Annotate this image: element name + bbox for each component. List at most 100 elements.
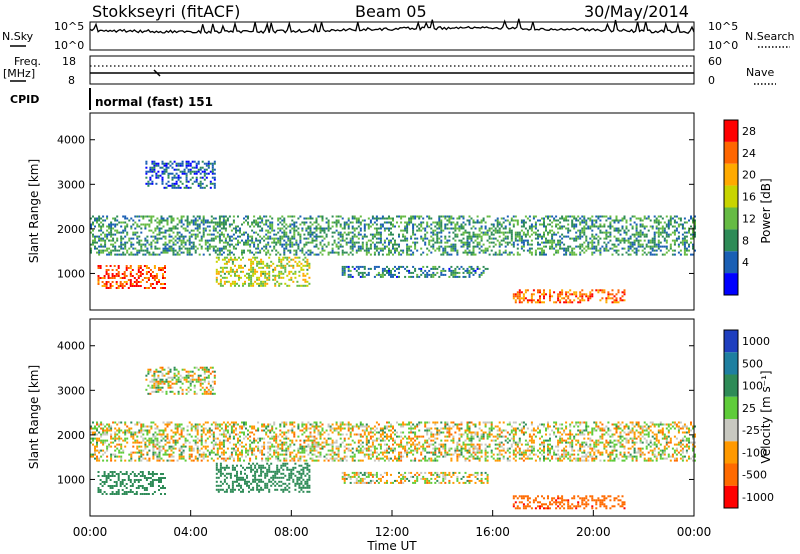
scatter-cell	[143, 493, 146, 495]
scatter-cell	[367, 227, 370, 230]
scatter-cell	[204, 433, 207, 436]
scatter-cell	[277, 241, 280, 244]
scatter-cell	[174, 431, 177, 434]
scatter-cell	[295, 439, 298, 442]
scatter-cell	[530, 295, 533, 298]
scatter-cell	[295, 241, 298, 244]
scatter-cell	[250, 280, 253, 283]
scatter-cell	[198, 239, 201, 242]
scatter-cell	[420, 253, 423, 256]
scatter-cell	[456, 249, 459, 252]
scatter-cell	[279, 221, 282, 224]
scatter-cell	[466, 219, 469, 222]
scatter-cell	[498, 229, 501, 232]
scatter-cell	[151, 483, 154, 485]
scatter-cell	[200, 221, 203, 224]
scatter-cell	[581, 243, 584, 246]
scatter-cell	[406, 269, 409, 272]
scatter-cell	[414, 243, 417, 246]
scatter-cell	[625, 239, 628, 242]
scatter-cell	[154, 253, 157, 256]
scatter-cell	[212, 217, 215, 220]
scatter-cell	[283, 247, 286, 250]
scatter-cell	[440, 241, 443, 244]
scatter-cell	[203, 168, 206, 171]
scatter-cell	[208, 221, 211, 224]
scatter-cell	[185, 174, 188, 177]
scatter-cell	[299, 223, 302, 226]
scatter-cell	[434, 225, 437, 228]
scatter-cell	[510, 235, 513, 238]
scatter-cell	[228, 245, 231, 248]
scatter-cell	[518, 239, 521, 242]
scatter-cell	[213, 178, 216, 181]
scatter-cell	[573, 253, 576, 256]
scatter-cell	[170, 221, 173, 224]
scatter-cell	[617, 243, 620, 246]
scatter-cell	[110, 249, 113, 252]
scatter-cell	[224, 215, 227, 218]
scatter-cell	[212, 431, 215, 434]
scatter-cell	[607, 225, 610, 228]
scatter-cell	[609, 227, 612, 230]
scatter-cell	[172, 439, 175, 442]
scatter-cell	[90, 441, 92, 444]
scatter-cell	[633, 247, 636, 250]
scatter-cell	[226, 431, 229, 434]
scatter-cell	[253, 245, 256, 248]
scatter-cell	[267, 451, 270, 454]
scatter-cell	[199, 176, 202, 179]
scatter-cell	[498, 227, 501, 230]
scatter-cell	[122, 451, 125, 454]
scatter-cell	[231, 270, 234, 273]
scatter-cell	[265, 229, 268, 232]
scatter-cell	[161, 166, 164, 169]
scatter-cell	[392, 217, 394, 220]
scatter-cell	[164, 435, 167, 438]
scatter-cell	[197, 168, 200, 171]
scatter-cell	[242, 266, 244, 269]
scatter-cell	[154, 445, 157, 448]
scatter-cell	[158, 441, 161, 444]
scatter-cell	[112, 441, 115, 444]
scatter-cell	[482, 265, 485, 268]
range-tick-label: 3000	[57, 178, 85, 191]
scatter-cell	[692, 247, 694, 250]
scatter-cell	[296, 262, 299, 265]
scatter-cell	[404, 235, 407, 238]
scatter-cell	[563, 217, 566, 220]
scatter-cell	[367, 239, 370, 242]
scatter-cell	[561, 225, 564, 228]
scatter-cell	[299, 443, 302, 446]
scatter-cell	[148, 459, 151, 462]
scatter-cell	[160, 269, 162, 271]
scatter-cell	[172, 219, 175, 222]
scatter-cell	[241, 451, 243, 454]
scatter-cell	[448, 217, 451, 220]
scatter-cell	[110, 433, 113, 436]
scatter-cell	[229, 258, 232, 261]
scatter-cell	[160, 227, 163, 230]
scatter-cell	[124, 215, 127, 218]
scatter-cell	[230, 239, 233, 242]
scatter-cell	[136, 225, 139, 228]
scatter-cell	[151, 275, 154, 277]
scatter-cell	[603, 291, 606, 294]
scatter-cell	[516, 221, 519, 224]
scatter-cell	[361, 237, 364, 240]
freq-unit-label: [MHz]	[3, 67, 35, 80]
scatter-cell	[92, 243, 94, 246]
scatter-cell	[98, 219, 101, 222]
scatter-cell	[174, 447, 177, 450]
scatter-cell	[351, 265, 354, 268]
scatter-cell	[305, 237, 308, 240]
scatter-cell	[281, 447, 284, 450]
scatter-cell	[218, 225, 221, 228]
scatter-cell	[418, 223, 421, 226]
scatter-cell	[306, 280, 309, 283]
scatter-cell	[94, 431, 96, 434]
scatter-cell	[299, 447, 302, 450]
scatter-cell	[305, 423, 308, 426]
scatter-cell	[164, 265, 166, 267]
scatter-cell	[255, 429, 258, 432]
